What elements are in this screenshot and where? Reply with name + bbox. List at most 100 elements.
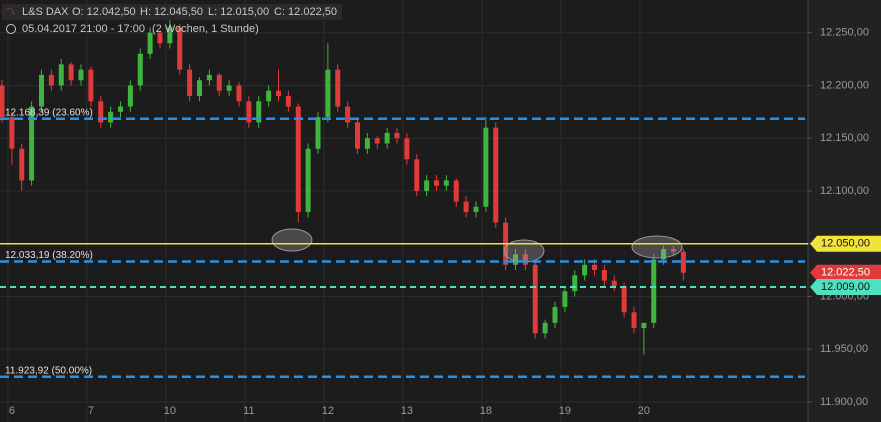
- candle-body: [414, 159, 420, 191]
- candle-body: [611, 280, 617, 286]
- y-tick-label: 11.950,00: [820, 343, 868, 355]
- candle-body: [325, 69, 331, 118]
- ohlc-open: O: 12.042,50: [72, 6, 136, 18]
- period: 05.04.2017 21:00 - 17:00: [22, 23, 145, 35]
- x-tick-label: 10: [164, 405, 176, 417]
- candle-body: [19, 148, 25, 181]
- symbol: L&S DAX: [22, 6, 69, 18]
- price-tag-label: 12.022,50: [821, 267, 870, 279]
- y-tick-label: 11.900,00: [820, 396, 868, 408]
- x-tick-label: 11: [243, 405, 254, 417]
- candle-body: [137, 53, 143, 86]
- candle-body: [0, 85, 5, 118]
- candle-body: [197, 80, 202, 97]
- y-tick-label: 12.100,00: [820, 185, 869, 197]
- candle-body: [552, 307, 558, 323]
- candle-body: [631, 312, 637, 329]
- overlay: 12.168,39 (23.60%) 12.033,19 (38.20%) 11.9…: [0, 107, 881, 378]
- candle-body: [463, 201, 469, 213]
- candle-body: [276, 90, 281, 97]
- candle-body: [453, 180, 459, 202]
- candle-body: [641, 322, 647, 329]
- y-tick-label: 12.250,00: [820, 27, 869, 39]
- y-tick-label: 12.150,00: [820, 132, 869, 144]
- price-tag-label: 12.050,00: [821, 238, 870, 250]
- candle-body: [582, 264, 588, 276]
- x-tick-label: 12: [322, 405, 334, 417]
- candle-body: [443, 180, 449, 186]
- x-tick-label: 19: [559, 405, 571, 417]
- candle-body: [513, 254, 518, 265]
- candle-body: [295, 106, 301, 213]
- candle-body: [187, 69, 193, 97]
- candle-body: [374, 138, 380, 144]
- candle-body: [493, 127, 499, 223]
- candle-body: [315, 117, 321, 149]
- x-tick-label: 20: [638, 405, 650, 417]
- candle-body: [236, 85, 242, 102]
- fib-label: 12.168,39 (23.60%): [5, 107, 93, 118]
- fib-label: 12.033,19 (38.20%): [5, 250, 93, 261]
- x-tick-label: 6: [9, 405, 15, 417]
- candle-body: [78, 69, 84, 81]
- ohlc-close: C: 12.022,50: [274, 6, 337, 18]
- candle-body: [266, 90, 272, 102]
- candle-body: [335, 69, 341, 107]
- x-tick-label: 13: [401, 405, 413, 417]
- range: (2 Wochen, 1 Stunde): [152, 23, 259, 35]
- candle-body: [206, 74, 212, 81]
- candle-body: [48, 74, 54, 86]
- candle-body: [532, 264, 538, 334]
- candle-body: [39, 74, 44, 107]
- x-tick-label: 18: [480, 405, 492, 417]
- candle-body: [621, 285, 627, 313]
- candle-body: [562, 291, 568, 308]
- fib-label: 11.923,92 (50.00%): [5, 365, 92, 376]
- candle-body: [592, 264, 597, 271]
- candle-body: [345, 106, 351, 123]
- candle-body: [384, 132, 390, 144]
- candle-body: [147, 32, 153, 54]
- candle-body: [98, 101, 104, 123]
- candle-body: [404, 138, 410, 160]
- chart-icon: 〽: [6, 6, 15, 16]
- candle-body: [483, 127, 489, 207]
- axis-panel: [808, 0, 881, 422]
- clock-icon: [6, 24, 16, 34]
- candle-body: [167, 27, 173, 44]
- candle-body: [364, 138, 370, 149]
- candle-body: [108, 111, 114, 123]
- ohlc-high: H: 12.045,50: [140, 6, 203, 18]
- candle-body: [216, 74, 222, 91]
- candle-body: [601, 270, 607, 281]
- candle-body: [661, 248, 667, 260]
- candle-body: [473, 206, 479, 213]
- price-tag: [810, 278, 881, 295]
- highlight-ellipse: [271, 228, 313, 252]
- candle-body: [285, 96, 291, 107]
- candle-body: [424, 180, 430, 191]
- candle-body: [226, 85, 232, 91]
- candle-body: [127, 85, 133, 107]
- highlight-ellipse: [631, 235, 683, 259]
- header-box: [2, 4, 342, 20]
- candle-body: [572, 275, 578, 292]
- candle-body: [246, 101, 252, 123]
- candle-body: [256, 101, 262, 123]
- candle-body: [305, 148, 311, 213]
- candle-body: [9, 117, 15, 149]
- candle-body: [680, 251, 686, 273]
- price-tag-label: 12.009,00: [821, 281, 870, 293]
- candle-body: [29, 106, 35, 181]
- x-tick-label: 7: [88, 405, 94, 417]
- price-tag: [810, 264, 881, 281]
- candle-body: [522, 254, 528, 265]
- candle-body: [58, 64, 64, 86]
- y-tick-label: 12.200,00: [820, 79, 869, 91]
- candle-body: [157, 32, 163, 44]
- candle-body: [671, 248, 676, 252]
- candle-body: [88, 69, 94, 102]
- candle-body: [118, 106, 123, 112]
- price-tag: [810, 235, 881, 252]
